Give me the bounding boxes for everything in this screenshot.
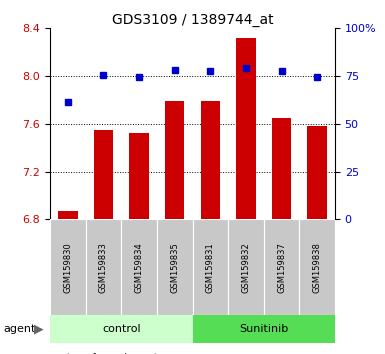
Bar [236,38,256,219]
Bar [192,315,335,343]
Bar [58,211,78,219]
Text: GSM159838: GSM159838 [313,242,321,293]
Bar [50,219,85,315]
Text: transformed count: transformed count [67,353,158,354]
Bar [121,219,157,315]
Text: GSM159830: GSM159830 [64,242,72,293]
Bar [272,118,291,219]
Bar [264,219,300,315]
Title: GDS3109 / 1389744_at: GDS3109 / 1389744_at [112,13,273,27]
Bar [85,219,121,315]
Bar [165,101,184,219]
Bar [201,101,220,219]
Bar [307,126,327,219]
Text: Sunitinib: Sunitinib [239,324,288,334]
Bar [300,219,335,315]
Bar [94,130,113,219]
Bar [129,133,149,219]
Text: GSM159834: GSM159834 [135,242,144,293]
Bar [192,219,228,315]
Text: GSM159837: GSM159837 [277,242,286,293]
Text: ▶: ▶ [34,323,43,336]
Text: GSM159835: GSM159835 [170,242,179,293]
Text: GSM159832: GSM159832 [241,242,250,293]
Text: GSM159831: GSM159831 [206,242,215,293]
Bar [228,219,264,315]
Text: agent: agent [4,324,36,334]
Text: GSM159833: GSM159833 [99,242,108,293]
Text: control: control [102,324,141,334]
Bar [50,315,192,343]
Bar [157,219,192,315]
